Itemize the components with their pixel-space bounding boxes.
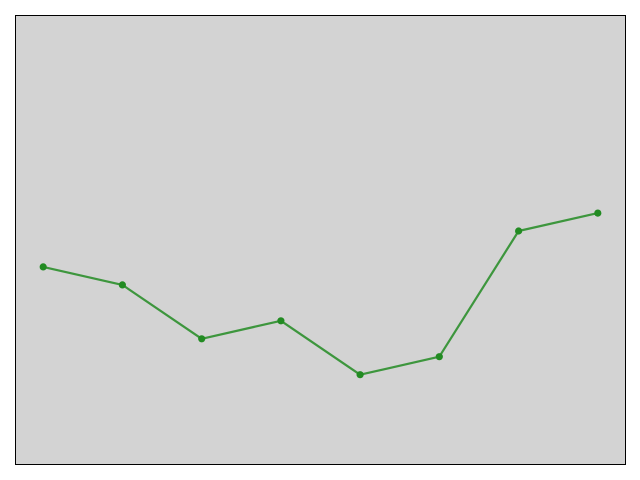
series-line-0 xyxy=(42,212,599,376)
data-point-0-7 xyxy=(594,209,602,217)
plot-area xyxy=(15,15,626,465)
data-point-0-4 xyxy=(356,371,364,379)
data-point-0-5 xyxy=(435,353,443,361)
data-point-0-0 xyxy=(39,263,47,271)
data-point-0-1 xyxy=(118,281,126,289)
data-point-0-6 xyxy=(515,227,523,235)
data-point-0-2 xyxy=(198,335,206,343)
series-layer xyxy=(39,209,602,379)
data-point-0-3 xyxy=(277,317,285,325)
